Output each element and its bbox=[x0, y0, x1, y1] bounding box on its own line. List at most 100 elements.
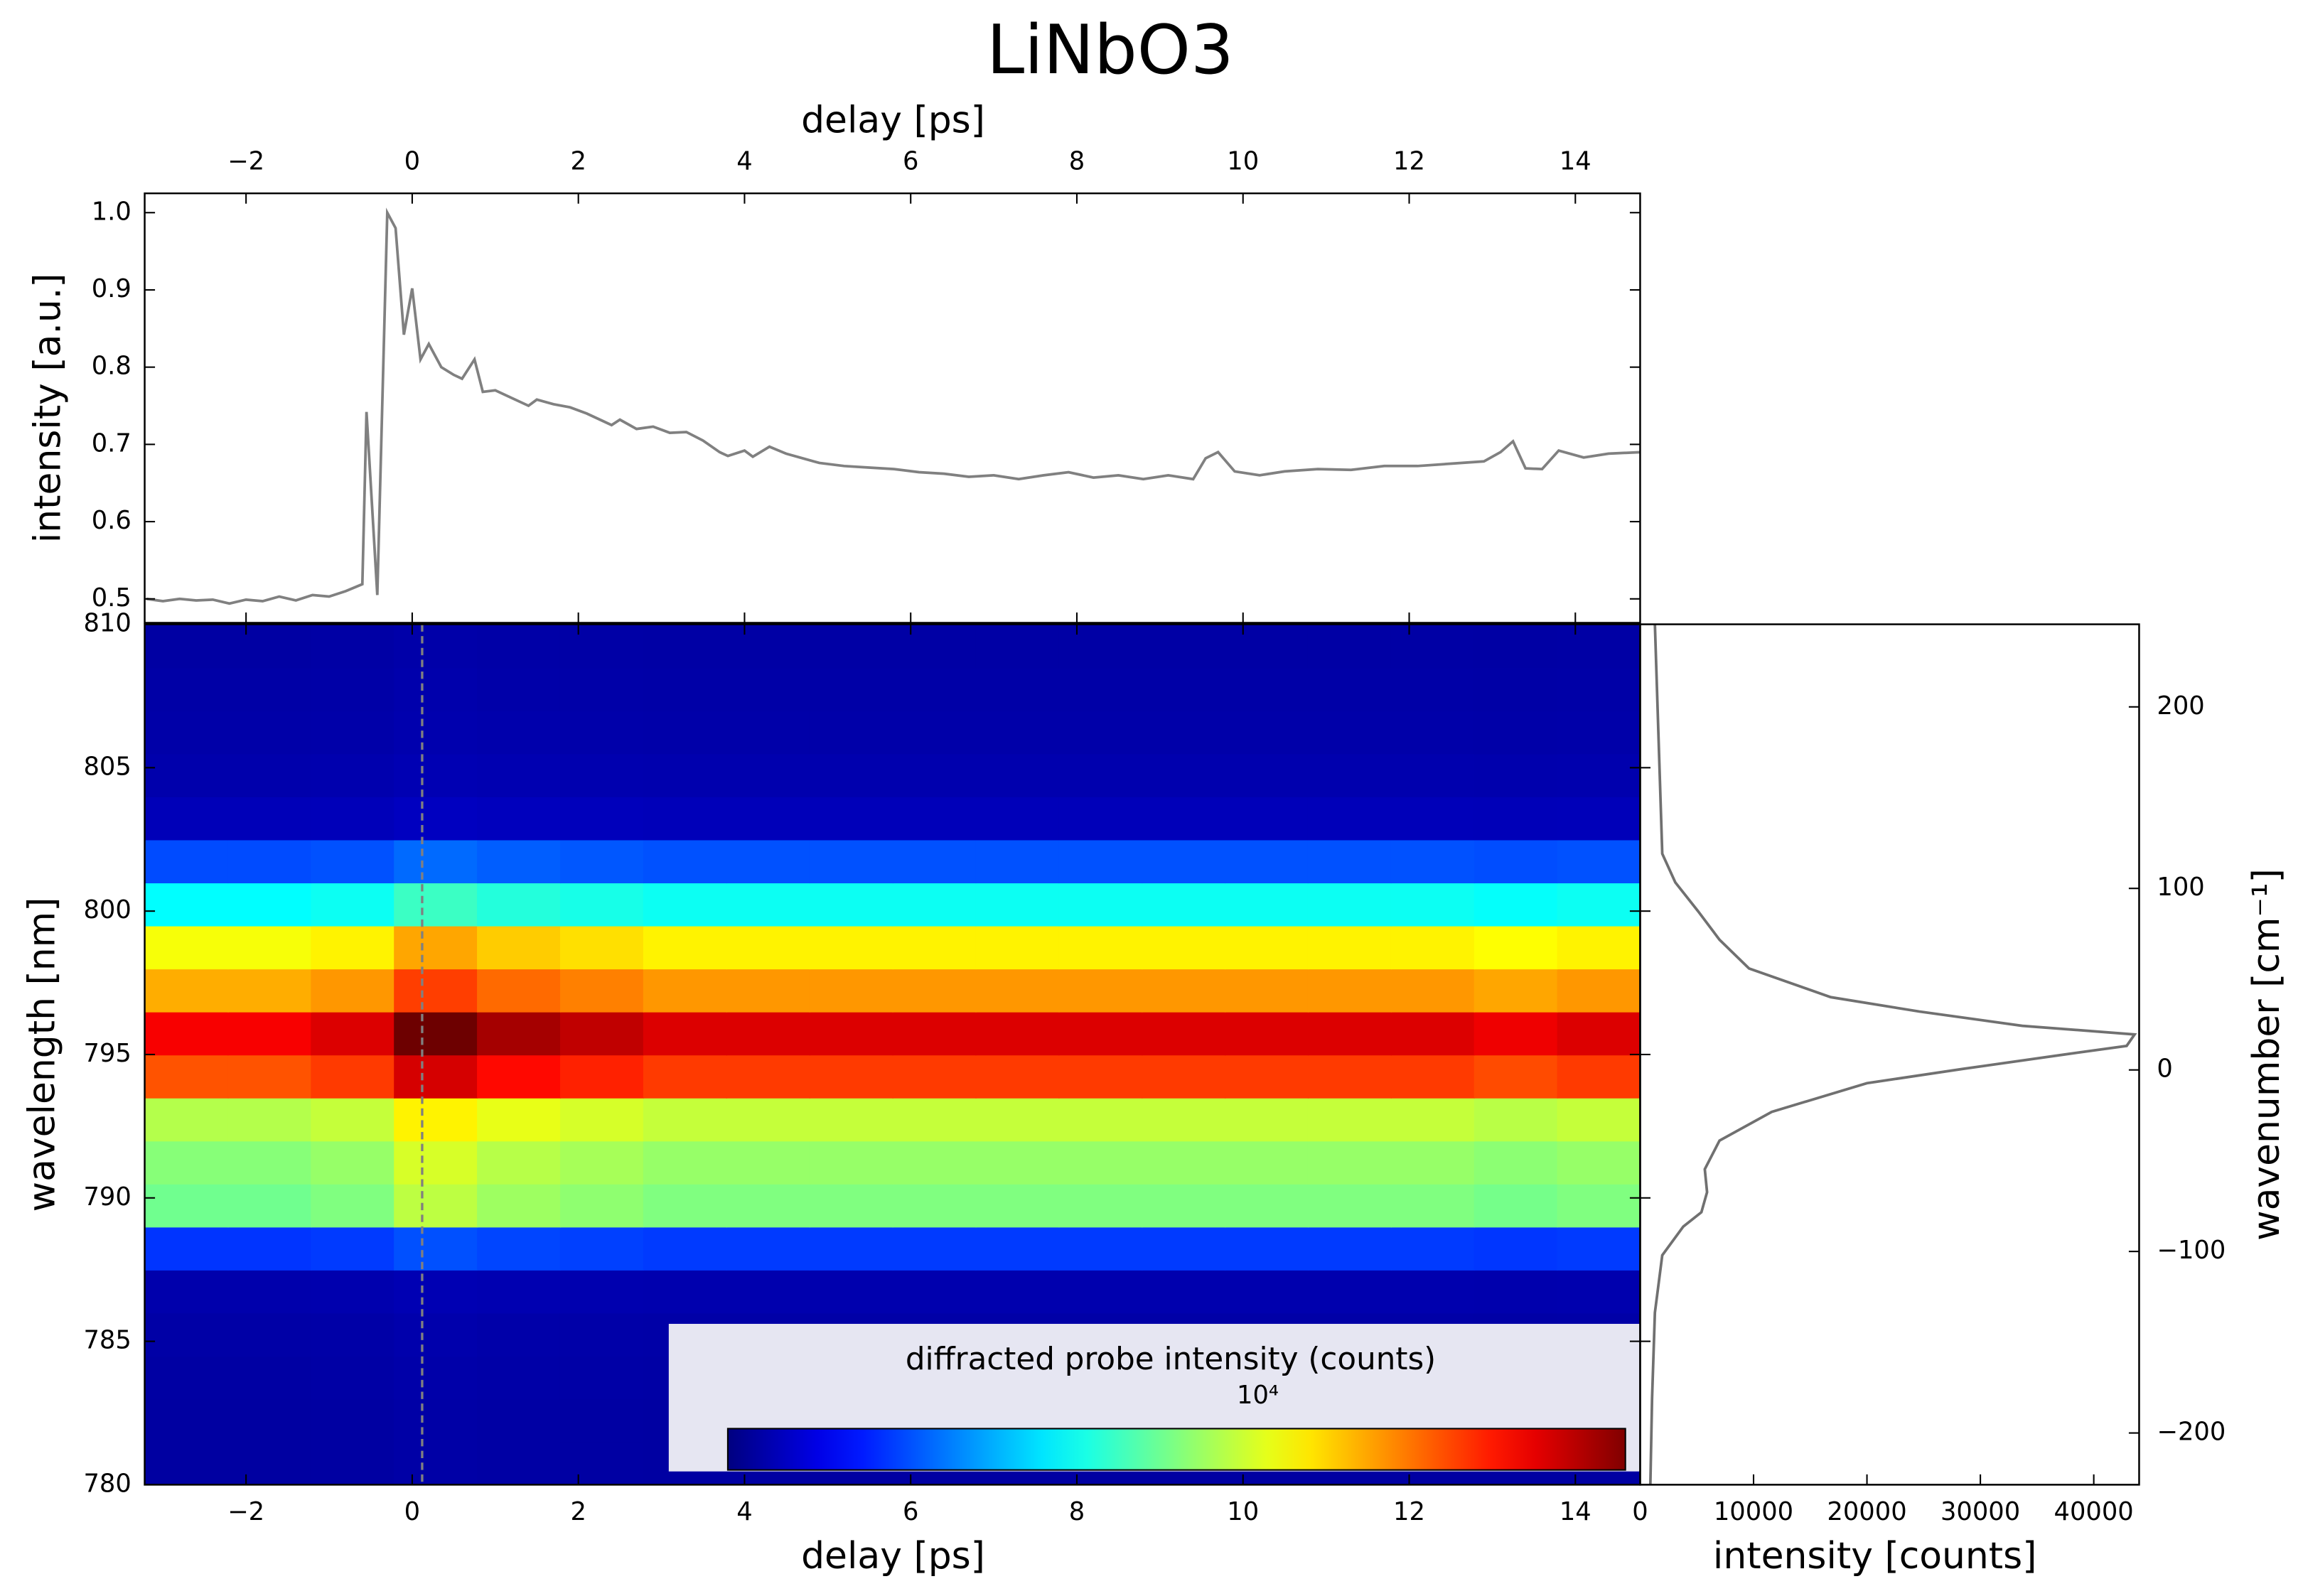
heatmap-cell bbox=[1473, 1269, 1558, 1314]
heatmap-cell bbox=[394, 1011, 478, 1056]
heatmap-cell bbox=[1473, 796, 1558, 841]
heatmap-cell bbox=[144, 1355, 229, 1400]
heatmap-cell bbox=[892, 753, 977, 797]
heatmap-cell bbox=[643, 1097, 727, 1142]
heatmap-cell bbox=[1058, 753, 1143, 797]
heatmap-cell bbox=[892, 1183, 977, 1228]
x-tick-label: 6 bbox=[903, 146, 918, 176]
heatmap-cell bbox=[1058, 1226, 1143, 1271]
heatmap-cell bbox=[1058, 1011, 1143, 1056]
heatmap-cell bbox=[892, 1141, 977, 1185]
heatmap-cell bbox=[1390, 667, 1475, 711]
heatmap-cell bbox=[144, 1398, 229, 1443]
heatmap-cell bbox=[311, 1141, 395, 1185]
y-tick-label: 795 bbox=[83, 1039, 131, 1068]
heatmap-cell bbox=[311, 1355, 395, 1400]
heatmap-cell bbox=[1307, 925, 1392, 970]
heatmap-cell bbox=[1142, 1183, 1226, 1228]
heatmap-cell bbox=[1225, 1183, 1309, 1228]
heatmap-cell bbox=[311, 882, 395, 927]
heatmap-cell bbox=[1307, 1097, 1392, 1142]
heatmap-cell bbox=[726, 667, 810, 711]
y-tick-label: −200 bbox=[2157, 1418, 2226, 1447]
heatmap-cell bbox=[394, 796, 478, 841]
heatmap-cell bbox=[1390, 1011, 1475, 1056]
heatmap-cell bbox=[643, 1226, 727, 1271]
heatmap-cell bbox=[311, 753, 395, 797]
y-tick-label: 785 bbox=[83, 1326, 131, 1355]
heatmap-cell bbox=[477, 925, 562, 970]
heatmap-cell bbox=[1390, 796, 1475, 841]
heatmap-cell bbox=[1058, 1269, 1143, 1314]
heatmap-cell bbox=[144, 1226, 229, 1271]
heatmap-cell bbox=[1473, 753, 1558, 797]
heatmap-cell bbox=[311, 1398, 395, 1443]
heatmap-cell bbox=[227, 882, 312, 927]
heatmap-cell bbox=[394, 1312, 478, 1357]
heatmap-cell bbox=[809, 1141, 893, 1185]
heatmap-cell bbox=[1473, 968, 1558, 1013]
heatmap-cell bbox=[726, 1054, 810, 1099]
heatmap-cell bbox=[1225, 882, 1309, 927]
plot-frame bbox=[144, 192, 1641, 624]
heatmap-cell bbox=[643, 753, 727, 797]
x-tick-label: 2 bbox=[570, 146, 586, 176]
heatmap-cell bbox=[311, 1183, 395, 1228]
x-tick-label: 30000 bbox=[1940, 1497, 2020, 1526]
heatmap-cell bbox=[1473, 667, 1558, 711]
heatmap-cell bbox=[477, 839, 562, 884]
heatmap-cell bbox=[975, 925, 1060, 970]
heatmap-cell bbox=[559, 667, 645, 711]
heatmap-cell bbox=[643, 1269, 727, 1314]
x-tick-label: 8 bbox=[1069, 146, 1085, 176]
heatmap-cell bbox=[144, 925, 229, 970]
heatmap-cell bbox=[227, 1398, 312, 1443]
heatmap-cell bbox=[1473, 624, 1558, 669]
heatmap-cell bbox=[477, 1226, 562, 1271]
y-tick-label: 200 bbox=[2157, 691, 2204, 721]
heatmap-cell bbox=[477, 1011, 562, 1056]
heatmap-cell bbox=[227, 1312, 312, 1357]
heatmap-cell bbox=[1557, 882, 1641, 927]
heatmap-cell bbox=[975, 667, 1060, 711]
x-tick-label: 14 bbox=[1560, 146, 1591, 176]
heatmap-cell bbox=[1058, 1097, 1143, 1142]
heatmap-cell bbox=[1058, 882, 1143, 927]
x-axis-label: intensity [counts] bbox=[1713, 1535, 2037, 1578]
colorbar-offset: 10⁴ bbox=[1237, 1381, 1279, 1410]
heatmap-cell bbox=[809, 1054, 893, 1099]
x-tick-label: 10 bbox=[1227, 1497, 1259, 1526]
heatmap-cell bbox=[559, 968, 645, 1013]
heatmap-cell bbox=[394, 1355, 478, 1400]
heatmap-cell bbox=[227, 1011, 312, 1056]
heatmap-cell bbox=[975, 753, 1060, 797]
y-tick-label: 1.0 bbox=[92, 197, 131, 226]
heatmap-cell bbox=[394, 1226, 478, 1271]
heatmap-cell bbox=[892, 1097, 977, 1142]
heatmap-cell bbox=[1058, 839, 1143, 884]
heatmap-cell bbox=[1307, 1226, 1392, 1271]
heatmap-cell bbox=[394, 925, 478, 970]
y-tick-label: −100 bbox=[2157, 1236, 2226, 1265]
heatmap-cell bbox=[975, 796, 1060, 841]
colorbar bbox=[726, 1428, 1626, 1471]
heatmap-cell bbox=[975, 1226, 1060, 1271]
heatmap-cell bbox=[311, 1054, 395, 1099]
heatmap-cell bbox=[311, 968, 395, 1013]
heatmap-cell bbox=[227, 753, 312, 797]
heatmap-cell bbox=[1225, 1054, 1309, 1099]
x-tick-label: 2 bbox=[570, 1497, 586, 1526]
heatmap-cell bbox=[1307, 667, 1392, 711]
heatmap-cell bbox=[144, 1441, 229, 1485]
x-tick-label: 10000 bbox=[1714, 1497, 1793, 1526]
heatmap-cell bbox=[311, 1269, 395, 1314]
heatmap-cell bbox=[144, 882, 229, 927]
heatmap-cell bbox=[975, 839, 1060, 884]
heatmap-cell bbox=[1225, 1141, 1309, 1185]
heatmap-cell bbox=[1225, 968, 1309, 1013]
heatmap-cell bbox=[1557, 796, 1641, 841]
heatmap-cell bbox=[1058, 925, 1143, 970]
y-axis-label: wavelength [nm] bbox=[21, 897, 63, 1212]
heatmap-cell bbox=[643, 1011, 727, 1056]
heatmap-cell bbox=[1557, 667, 1641, 711]
